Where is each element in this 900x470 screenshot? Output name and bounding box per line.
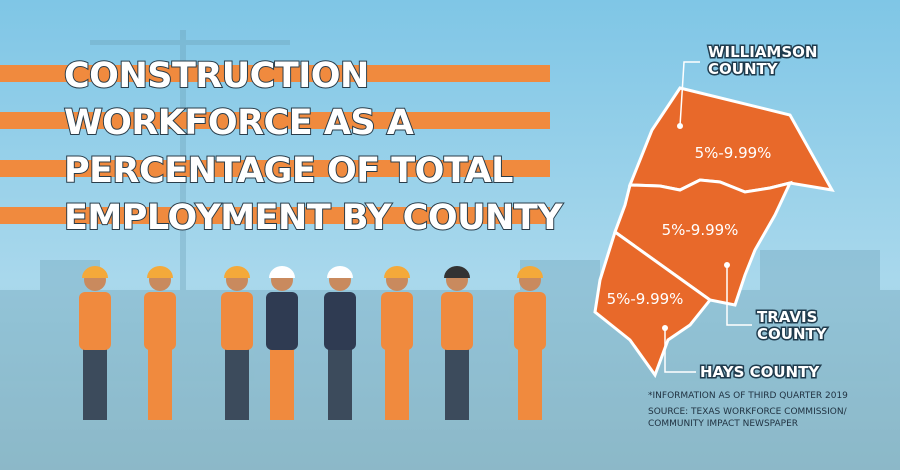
leader-dots [662,123,730,331]
county-name: TRAVIS [757,308,817,326]
hays-county [593,229,713,379]
county-name: WILLIAMSON [708,43,817,61]
worker-hat [517,266,543,278]
title-stripes [0,65,550,224]
worker-hat [269,266,295,278]
worker-legs [83,345,107,420]
county-name: COUNTY [708,60,779,78]
worker-legs [445,345,469,420]
worker-legs [148,345,172,420]
worker-legs [225,345,249,420]
county-range: 5%-9.99% [607,290,684,308]
worker-body [221,292,253,350]
worker-legs [518,345,542,420]
worker-body [79,292,111,350]
footnote: *INFORMATION AS OF THIRD QUARTER 2019 [648,391,848,401]
worker-legs [328,345,352,420]
county-name: COUNTY [757,325,828,343]
worker-hat [327,266,353,278]
worker-hat [384,266,410,278]
worker-hat [147,266,173,278]
county-range: 5%-9.99% [695,144,772,162]
worker-body [324,292,356,350]
worker-legs [385,345,409,420]
worker-body [381,292,413,350]
workers-illustration [79,266,546,420]
worker-body [514,292,546,350]
worker-body [441,292,473,350]
footnote: SOURCE: TEXAS WORKFORCE COMMISSION/ [648,407,848,417]
worker-hat [82,266,108,278]
worker-hat [224,266,250,278]
worker-body [144,292,176,350]
worker-body [266,292,298,350]
footnote: COMMUNITY IMPACT NEWSPAPER [648,419,798,429]
title-line: WORKFORCE AS A [64,103,414,143]
worker-legs [270,345,294,420]
title-line: PERCENTAGE OF TOTAL [64,151,513,191]
title-line: CONSTRUCTION [64,56,369,96]
worker-hat [444,266,470,278]
county-range: 5%-9.99% [662,221,739,239]
title-line: EMPLOYMENT BY COUNTY [64,198,563,238]
county-name: HAYS COUNTY [700,363,820,381]
leader-lines [664,61,752,373]
